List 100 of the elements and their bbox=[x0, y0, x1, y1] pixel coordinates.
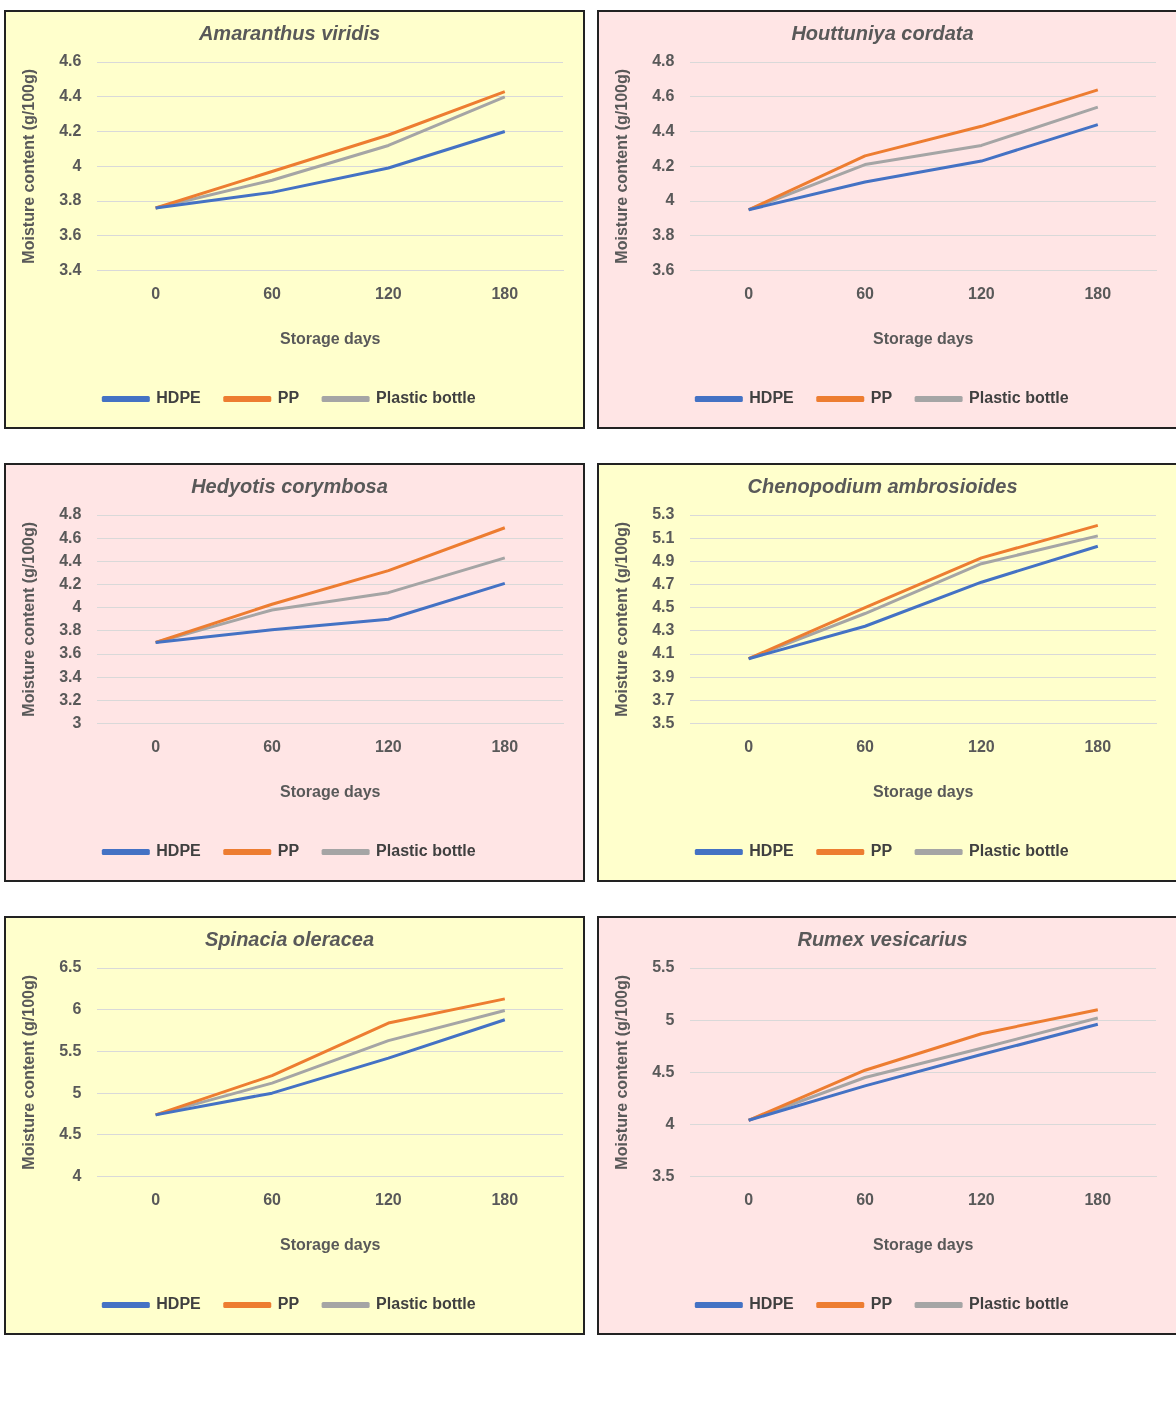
x-axis-title: Storage days bbox=[279, 1235, 381, 1253]
y-tick-label: 4.6 bbox=[59, 528, 82, 546]
x-tick-label: 0 bbox=[744, 1190, 754, 1208]
x-tick-label: 180 bbox=[491, 737, 519, 755]
y-tick-label: 3.8 bbox=[652, 226, 675, 244]
legend-label: Plastic bottle bbox=[376, 389, 476, 407]
legend-label: HDPE bbox=[156, 1295, 202, 1313]
legend-label: HDPE bbox=[749, 1295, 795, 1313]
x-tick-label: 120 bbox=[375, 1190, 402, 1208]
legend-label: PP bbox=[870, 842, 893, 860]
y-axis-title: Moisture content (g/100g) bbox=[613, 68, 631, 264]
y-tick-label: 4.1 bbox=[652, 644, 675, 662]
x-tick-label: 60 bbox=[856, 284, 875, 302]
y-tick-label: 4.7 bbox=[652, 574, 675, 592]
y-tick-label: 5.5 bbox=[652, 958, 675, 976]
y-tick-label: 4.6 bbox=[59, 52, 82, 70]
x-tick-label: 60 bbox=[856, 1190, 875, 1208]
y-tick-label: 5 bbox=[72, 1083, 82, 1101]
y-axis-title: Moisture content (g/100g) bbox=[613, 521, 631, 717]
x-tick-label: 0 bbox=[744, 284, 754, 302]
x-tick-label: 0 bbox=[151, 284, 161, 302]
legend-label: HDPE bbox=[749, 842, 795, 860]
x-tick-label: 180 bbox=[491, 284, 519, 302]
y-tick-label: 4.5 bbox=[652, 598, 675, 616]
x-axis-title: Storage days bbox=[872, 1235, 974, 1253]
y-tick-label: 4.5 bbox=[652, 1062, 675, 1080]
y-tick-label: 4.3 bbox=[652, 621, 675, 639]
chart-title: Hedyotis corymbosa bbox=[191, 474, 388, 497]
y-tick-label: 6.5 bbox=[59, 958, 82, 976]
y-tick-label: 3.6 bbox=[59, 644, 82, 662]
y-tick-label: 4.2 bbox=[59, 574, 82, 592]
y-tick-label: 3.6 bbox=[59, 226, 82, 244]
x-tick-label: 180 bbox=[491, 1190, 519, 1208]
x-axis-title: Storage days bbox=[279, 329, 381, 347]
y-tick-label: 4.2 bbox=[652, 156, 675, 174]
legend-label: Plastic bottle bbox=[376, 1295, 476, 1313]
y-tick-label: 3.5 bbox=[652, 1167, 675, 1185]
legend-label: Plastic bottle bbox=[376, 842, 476, 860]
x-tick-label: 0 bbox=[151, 1190, 161, 1208]
legend-label: HDPE bbox=[156, 842, 202, 860]
legend-label: Plastic bottle bbox=[969, 842, 1069, 860]
x-tick-label: 0 bbox=[151, 737, 161, 755]
x-tick-label: 120 bbox=[968, 284, 995, 302]
legend-label: PP bbox=[870, 389, 893, 407]
y-tick-label: 4.8 bbox=[652, 52, 675, 70]
y-tick-label: 3.7 bbox=[652, 690, 675, 708]
legend-label: HDPE bbox=[749, 389, 795, 407]
x-tick-label: 120 bbox=[968, 1190, 995, 1208]
legend-label: PP bbox=[277, 842, 300, 860]
legend-label: PP bbox=[277, 389, 300, 407]
x-tick-label: 60 bbox=[263, 737, 282, 755]
y-axis-title: Moisture content (g/100g) bbox=[20, 68, 38, 264]
y-axis-title: Moisture content (g/100g) bbox=[20, 521, 38, 717]
y-tick-label: 4.2 bbox=[59, 121, 82, 139]
y-tick-label: 6 bbox=[72, 1000, 82, 1018]
x-tick-label: 120 bbox=[375, 284, 402, 302]
y-tick-label: 4.9 bbox=[652, 551, 675, 569]
x-tick-label: 60 bbox=[263, 284, 282, 302]
y-tick-label: 5.1 bbox=[652, 528, 675, 546]
y-tick-label: 4 bbox=[72, 598, 82, 616]
y-tick-label: 4.6 bbox=[652, 87, 675, 105]
y-tick-label: 5 bbox=[665, 1010, 675, 1028]
y-tick-label: 3.9 bbox=[652, 667, 675, 685]
x-tick-label: 180 bbox=[1084, 737, 1112, 755]
legend-label: PP bbox=[870, 1295, 893, 1313]
x-axis-title: Storage days bbox=[872, 329, 974, 347]
y-tick-label: 5.5 bbox=[59, 1041, 82, 1059]
y-tick-label: 4.4 bbox=[59, 551, 82, 569]
y-tick-label: 3.8 bbox=[59, 191, 82, 209]
x-axis-title: Storage days bbox=[872, 782, 974, 800]
y-tick-label: 3.6 bbox=[652, 261, 675, 279]
y-tick-label: 3.5 bbox=[652, 714, 675, 732]
legend-label: Plastic bottle bbox=[969, 1295, 1069, 1313]
chart-title: Houttuniya cordata bbox=[791, 21, 974, 44]
y-tick-label: 3.2 bbox=[59, 690, 82, 708]
legend-label: Plastic bottle bbox=[969, 389, 1069, 407]
y-tick-label: 4.5 bbox=[59, 1125, 82, 1143]
chart-title: Chenopodium ambrosioides bbox=[747, 474, 1018, 497]
x-tick-label: 120 bbox=[375, 737, 402, 755]
y-tick-label: 4 bbox=[665, 191, 675, 209]
x-tick-label: 120 bbox=[968, 737, 995, 755]
legend-label: HDPE bbox=[156, 389, 202, 407]
y-tick-label: 3 bbox=[72, 714, 82, 732]
x-tick-label: 180 bbox=[1084, 1190, 1112, 1208]
y-tick-label: 3.4 bbox=[59, 667, 82, 685]
y-tick-label: 5.3 bbox=[652, 505, 675, 523]
y-axis-title: Moisture content (g/100g) bbox=[20, 974, 38, 1170]
y-tick-label: 3.4 bbox=[59, 261, 82, 279]
y-tick-label: 3.8 bbox=[59, 621, 82, 639]
x-tick-label: 60 bbox=[856, 737, 875, 755]
x-tick-label: 60 bbox=[263, 1190, 282, 1208]
y-tick-label: 4 bbox=[72, 1167, 82, 1185]
chart-title: Amaranthus viridis bbox=[197, 21, 381, 44]
chart-title: Rumex vesicarius bbox=[797, 927, 968, 950]
y-tick-label: 4.8 bbox=[59, 505, 82, 523]
y-axis-title: Moisture content (g/100g) bbox=[613, 974, 631, 1170]
y-tick-label: 4 bbox=[72, 156, 82, 174]
y-tick-label: 4.4 bbox=[59, 87, 82, 105]
x-axis-title: Storage days bbox=[279, 782, 381, 800]
x-tick-label: 0 bbox=[744, 737, 754, 755]
